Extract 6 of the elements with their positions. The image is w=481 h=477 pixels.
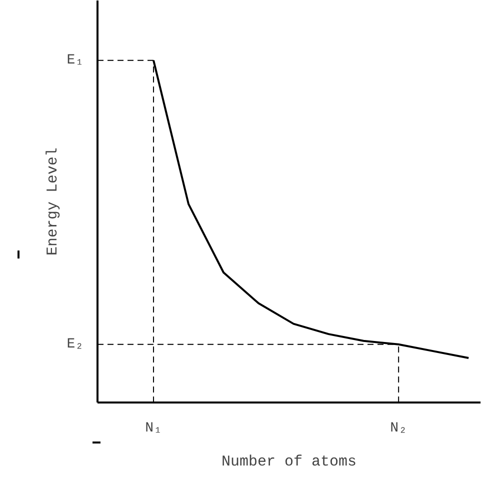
ref-line-label: E₁ (66, 52, 84, 68)
x-axis-title: Number of atoms (221, 454, 357, 470)
x-tick-label: N₁ (145, 420, 162, 436)
y-axis-title: Energy Level (44, 147, 62, 256)
ref-line-label: E₂ (66, 336, 84, 352)
x-tick-label: N₂ (390, 420, 407, 436)
